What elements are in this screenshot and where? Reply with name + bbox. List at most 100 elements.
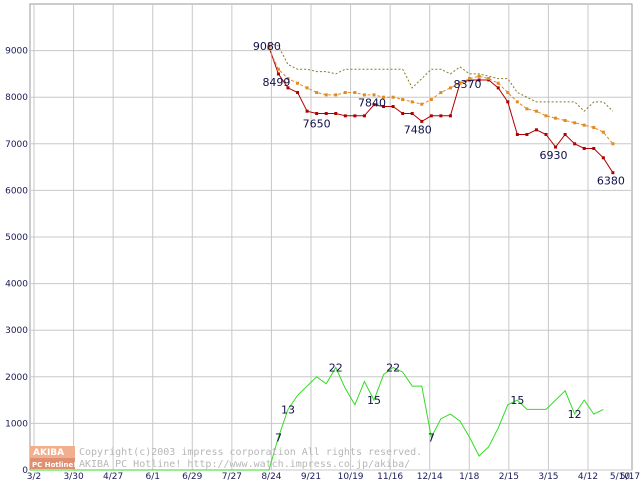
series-point-1 [267,46,271,50]
series-point-0 [391,105,395,109]
series-point-1 [592,125,596,129]
series-point-0 [582,146,586,150]
series-point-1 [496,81,500,85]
logo-top-box [30,446,75,458]
data-label: 15 [510,394,524,407]
series-point-0 [448,114,452,118]
axis-ticks: 0 1000 2000 3000 4000 5000 6000 7000 8000 9000 3/2… [5,47,640,482]
series-point-1 [448,86,452,90]
x-tick-label: 7/27 [222,472,242,480]
series-point-0 [506,100,510,104]
series-point-0 [362,114,366,118]
y-tick-label: 4000 [5,280,28,290]
series-point-1 [343,91,347,95]
x-tick-label: 5/10 [610,472,630,480]
series-point-1 [353,91,357,95]
x-tick-label: 3/30 [63,472,83,480]
series-point-0 [601,156,605,160]
y-tick-label: 6000 [5,186,28,196]
series-point-0 [477,78,481,82]
series-point-1 [286,77,290,81]
series-point-1 [582,123,586,127]
data-label: 22 [386,361,400,374]
series-point-0 [372,103,376,107]
series-point-1 [515,100,519,104]
series-point-0 [353,114,357,118]
data-label: 13 [281,403,295,416]
series-point-0 [563,132,567,136]
series-point-0 [534,128,538,132]
y-tick-label: 8000 [5,93,28,103]
data-label: 6380 [597,175,625,188]
logo-bottom-text: PC Hotline! [32,461,76,469]
series-point-1 [276,67,280,71]
series-point-0 [439,114,443,118]
x-tick-label: 10/19 [338,472,364,480]
data-label: 22 [329,361,343,374]
series-point-0 [315,112,319,116]
data-label: 7480 [404,123,432,136]
y-tick-label: 9000 [5,47,28,57]
x-tick-label: 3/15 [538,472,558,480]
series-line-3 [30,366,604,471]
series-point-1 [573,121,577,125]
series-point-1 [487,77,491,81]
series-point-0 [343,114,347,118]
x-tick-label: 4/27 [103,472,123,480]
series-point-1 [382,95,386,99]
series-point-1 [439,91,443,95]
x-tick-label: 9/21 [301,472,321,480]
series-line-2 [268,43,614,112]
series-point-0 [544,132,548,136]
x-tick-label: 12/14 [417,472,443,480]
logo-top-text: AKIBA [33,448,64,458]
x-tick-label: 8/24 [261,472,281,480]
series-point-0 [324,112,328,116]
data-label: 12 [568,408,582,421]
series-point-1 [324,93,328,97]
data-label: 6930 [540,149,568,162]
series-point-0 [573,142,577,146]
series-point-1 [372,93,376,97]
series-point-1 [410,100,414,104]
y-tick-label: 5000 [5,233,28,243]
data-label: 7 [428,431,435,444]
series-point-0 [429,114,433,118]
series-point-0 [525,132,529,136]
y-tick-label: 3000 [5,326,28,336]
data-labels: 9080 8499 7650 7840 7480 8370 6930 6380 7 13 22 15 2… [253,40,625,445]
series-point-0 [276,72,280,76]
credit-watermark: AKIBA PC Hotline! Copyright(c)2003 impre… [30,446,422,470]
series-point-0 [334,112,338,116]
logo-bottom-box [30,458,75,469]
series-point-0 [410,112,414,116]
series-point-1 [362,93,366,97]
series-point-1 [429,98,433,102]
data-label: 7 [275,431,282,444]
series-point-1 [601,130,605,134]
series-point-0 [296,91,300,95]
series-point-1 [554,116,558,120]
series-point-0 [515,132,519,136]
series-point-0 [286,86,290,90]
y-tick-label: 0 [22,466,28,476]
x-tick-label: 6/29 [182,472,202,480]
series-point-1 [305,86,309,90]
series-point-1 [506,91,510,95]
data-label: 15 [367,394,381,407]
x-tick-label: 11/16 [377,472,403,480]
series-point-0 [401,112,405,116]
x-tick-label: 3/2 [27,472,41,480]
x-tick-label: 5/17 [620,472,640,480]
series-point-0 [382,105,386,109]
x-tick-label: 4/12 [578,472,598,480]
series-point-1 [477,74,481,78]
data-label: 8370 [454,78,482,91]
data-label: 8499 [262,76,290,89]
x-tick-label: 1/18 [459,472,479,480]
series-point-1 [458,81,462,85]
series-point-1 [401,98,405,102]
series-point-0 [611,171,615,175]
